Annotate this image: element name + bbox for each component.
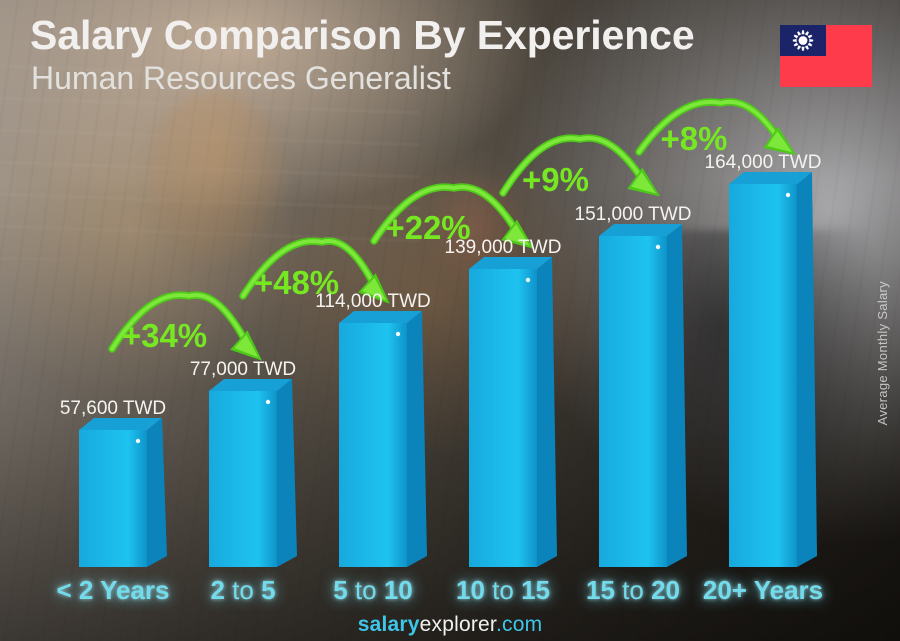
svg-text:+9%: +9%: [522, 161, 589, 198]
svg-text:+34%: +34%: [122, 317, 207, 354]
